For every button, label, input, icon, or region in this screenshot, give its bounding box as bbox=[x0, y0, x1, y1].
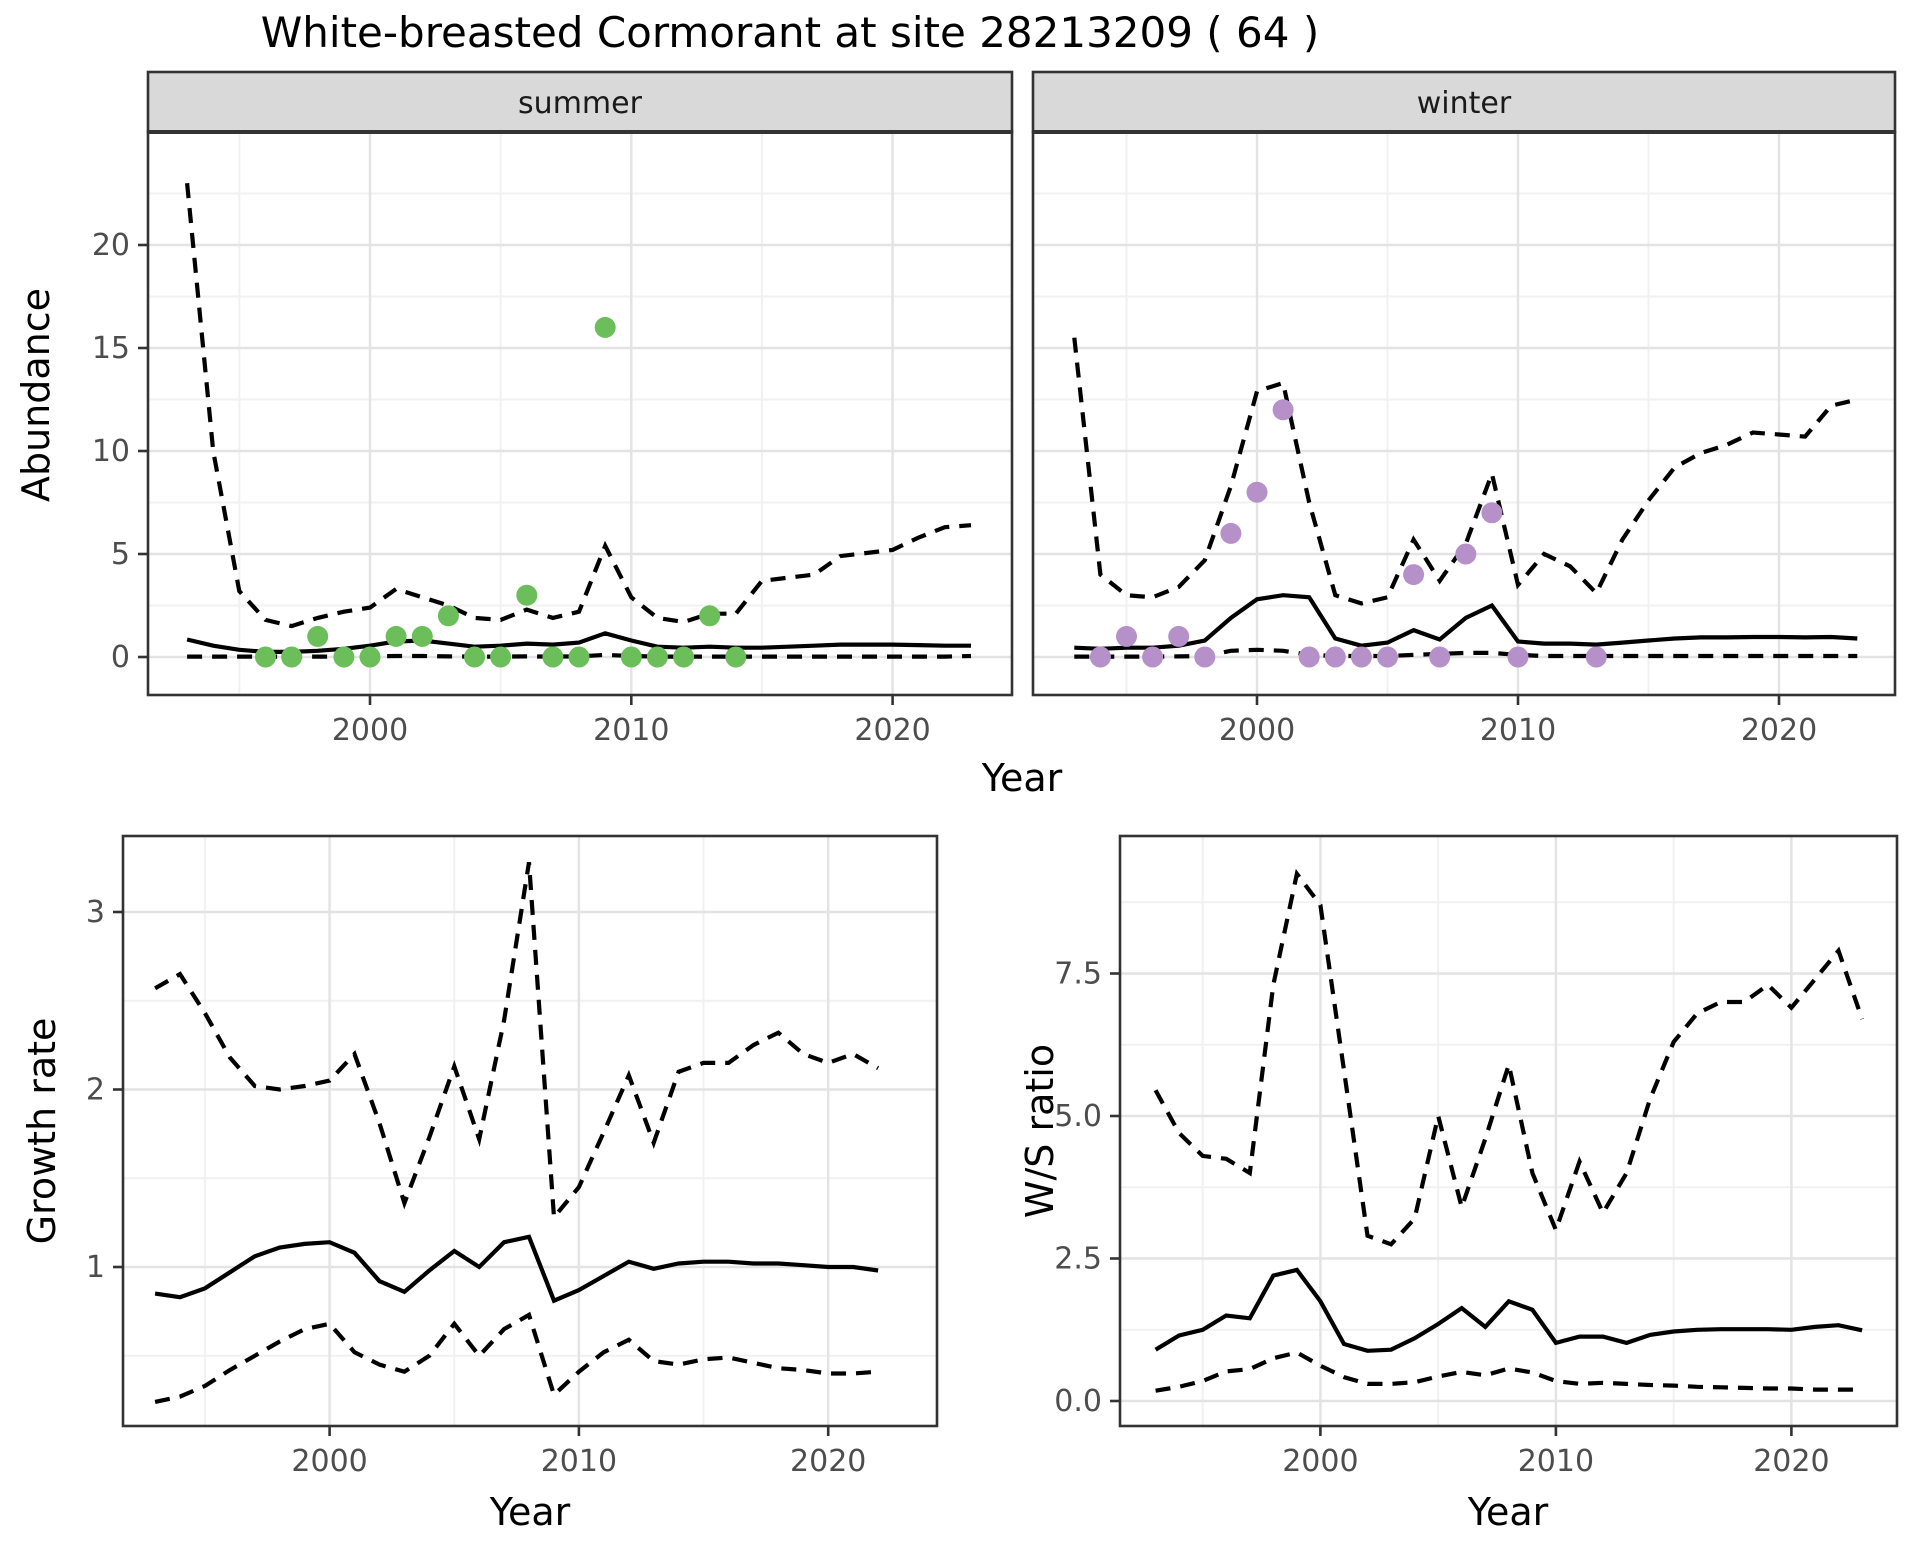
growth_rate-panel-bg bbox=[123, 836, 937, 1426]
growth_rate-upper_ci-line bbox=[154, 861, 880, 1223]
abundance_summer-observation-point bbox=[620, 646, 642, 668]
abundance_winter-observation-point bbox=[1194, 646, 1216, 668]
ws_ratio-y-tick-label: 2.5 bbox=[1054, 1242, 1102, 1277]
growth_rate-y-tick-label: 3 bbox=[86, 895, 105, 930]
ws_ratio-lower_ci-line bbox=[1155, 1350, 1863, 1393]
abundance_winter-x-tick-label: 2010 bbox=[1480, 713, 1556, 748]
abundance_winter-observation-point bbox=[1089, 646, 1111, 668]
abundance_summer-observation-point bbox=[385, 625, 407, 647]
abundance_summer-x-tick-label: 2010 bbox=[593, 713, 669, 748]
abundance_summer-observation-point bbox=[699, 605, 721, 627]
abundance_winter-x-tick-label: 2020 bbox=[1741, 713, 1817, 748]
abundance_summer-observation-point bbox=[437, 605, 459, 627]
abundance_summer-observation-point bbox=[594, 316, 616, 338]
growth_rate-median-line bbox=[154, 1234, 879, 1304]
abundance_summer-series bbox=[185, 182, 972, 659]
growth_rate-series bbox=[154, 861, 880, 1404]
growth_rate-x-tick-label: 2010 bbox=[541, 1444, 617, 1479]
abundance_winter-observation-point bbox=[1220, 522, 1242, 544]
abundance_winter-observation-point bbox=[1298, 646, 1320, 668]
abundance_winter-observation-point bbox=[1481, 502, 1503, 524]
figure-title: White-breasted Cormorant at site 2821320… bbox=[260, 8, 1320, 57]
abundance_summer-observation-point bbox=[411, 625, 433, 647]
abundance_winter-median-line bbox=[1074, 593, 1858, 651]
abundance_summer-observation-point bbox=[255, 646, 276, 668]
abundance_winter-observation-point bbox=[1142, 646, 1164, 668]
abundance_winter-panel: winter 2000 2010 2020 bbox=[1031, 70, 1897, 748]
growth_rate-y-tick-label: 2 bbox=[86, 1073, 105, 1108]
abundance_summer-observation-point bbox=[281, 646, 303, 668]
abundance_winter-observation-point bbox=[1585, 646, 1607, 668]
abundance_winter-observation-point bbox=[1116, 625, 1137, 647]
abundance_summer-observation-point bbox=[725, 646, 747, 668]
abundance_winter-observation-point bbox=[1507, 646, 1529, 668]
abundance_winter-observation-point bbox=[1429, 646, 1451, 668]
abundance_summer-observation-point bbox=[333, 646, 355, 668]
abundance_summer-x-tick-label: 2000 bbox=[332, 713, 408, 748]
growth_rate-y-tick-label: 1 bbox=[86, 1250, 105, 1285]
abundance_winter-upper_ci-line bbox=[1072, 337, 1858, 606]
growth_rate-x-tick-label: 2020 bbox=[790, 1444, 866, 1479]
ws_ratio-median-line bbox=[1154, 1267, 1863, 1353]
abundance_summer-facet-strip bbox=[146, 70, 1014, 134]
growth_rate-x-tick-label: 2000 bbox=[291, 1444, 367, 1479]
abundance_summer-observation-point bbox=[673, 646, 695, 668]
abundance_winter-panel-bg bbox=[1033, 132, 1895, 695]
abundance_summer-panel: summer 2000 2010 2020 0 5 10 15 20 bbox=[92, 70, 1014, 748]
abundance_summer-facet-strip-label: summer bbox=[518, 86, 643, 121]
ws_ratio-panel: 2000 2010 2020 0.0 2.5 5.0 7.5 bbox=[1054, 834, 1899, 1479]
abundance_winter-facet-strip-label: winter bbox=[1417, 86, 1512, 121]
ws_ratio-y-tick-label: 7.5 bbox=[1054, 957, 1102, 992]
ws_ratio-x-tick-label: 2000 bbox=[1282, 1444, 1358, 1479]
abundance_winter-observation-point bbox=[1403, 564, 1425, 586]
abundance_winter-observation-point bbox=[1377, 646, 1398, 668]
abundance_winter-observation-point bbox=[1246, 481, 1268, 503]
ws_ratio-panel-bg bbox=[1120, 836, 1897, 1426]
top-year-axis-title: Year bbox=[981, 756, 1063, 800]
ws_ratio-y-tick-label: 0.0 bbox=[1054, 1384, 1102, 1419]
abundance_winter-x-tick-label: 2000 bbox=[1219, 713, 1295, 748]
abundance_summer-observation-point bbox=[464, 646, 485, 668]
ws_ratio-x-tick-label: 2020 bbox=[1753, 1444, 1829, 1479]
ws_ratio-series bbox=[1153, 868, 1865, 1393]
abundance_summer-observation-point bbox=[359, 646, 381, 668]
abundance_summer-lower_ci-line bbox=[187, 652, 972, 659]
abundance_summer-observation-point bbox=[516, 584, 538, 606]
abundance_summer-observation-point bbox=[490, 646, 512, 668]
abundance_winter-facet-strip bbox=[1031, 70, 1897, 134]
ws_ratio-y-tick-label: 5.0 bbox=[1054, 1099, 1102, 1134]
abundance_summer-upper_ci-line bbox=[185, 182, 972, 629]
abundance_winter-observation-point bbox=[1455, 543, 1477, 565]
abundance_summer-observation-point bbox=[542, 646, 564, 668]
abundance_summer-panel-bg bbox=[148, 132, 1012, 695]
abundance_winter-observation-point bbox=[1168, 625, 1190, 647]
abundance_summer-y-tick-label: 10 bbox=[92, 434, 130, 469]
abundance_summer-x-tick-label: 2020 bbox=[854, 713, 930, 748]
abundance_summer-observation-point bbox=[307, 625, 329, 647]
abundance_summer-y-tick-label: 20 bbox=[92, 228, 130, 263]
abundance_summer-observation-point bbox=[646, 646, 668, 668]
ws_ratio-panel-border bbox=[1118, 834, 1899, 1428]
abundance_winter-observation-point bbox=[1324, 646, 1346, 668]
ws_ratio-x-tick-label: 2010 bbox=[1518, 1444, 1594, 1479]
growth_rate-panel: 2000 2010 2020 1 2 3 bbox=[86, 834, 939, 1479]
abundance_summer-y-tick-label: 0 bbox=[111, 640, 130, 675]
abundance_summer-y-tick-label: 5 bbox=[111, 537, 130, 572]
growth_rate-panel-border bbox=[121, 834, 939, 1428]
growth-year-axis-title: Year bbox=[489, 1490, 571, 1534]
abundance_summer-observation-point bbox=[568, 646, 590, 668]
abundance_winter-observation-point bbox=[1350, 646, 1372, 668]
abundance_summer-median-line bbox=[186, 631, 971, 655]
ws-year-axis-title: Year bbox=[1467, 1490, 1549, 1534]
abundance_winter-observation-point bbox=[1272, 399, 1294, 421]
growth_rate-lower_ci-line bbox=[154, 1311, 879, 1404]
abundance_summer-y-tick-label: 15 bbox=[92, 331, 130, 366]
